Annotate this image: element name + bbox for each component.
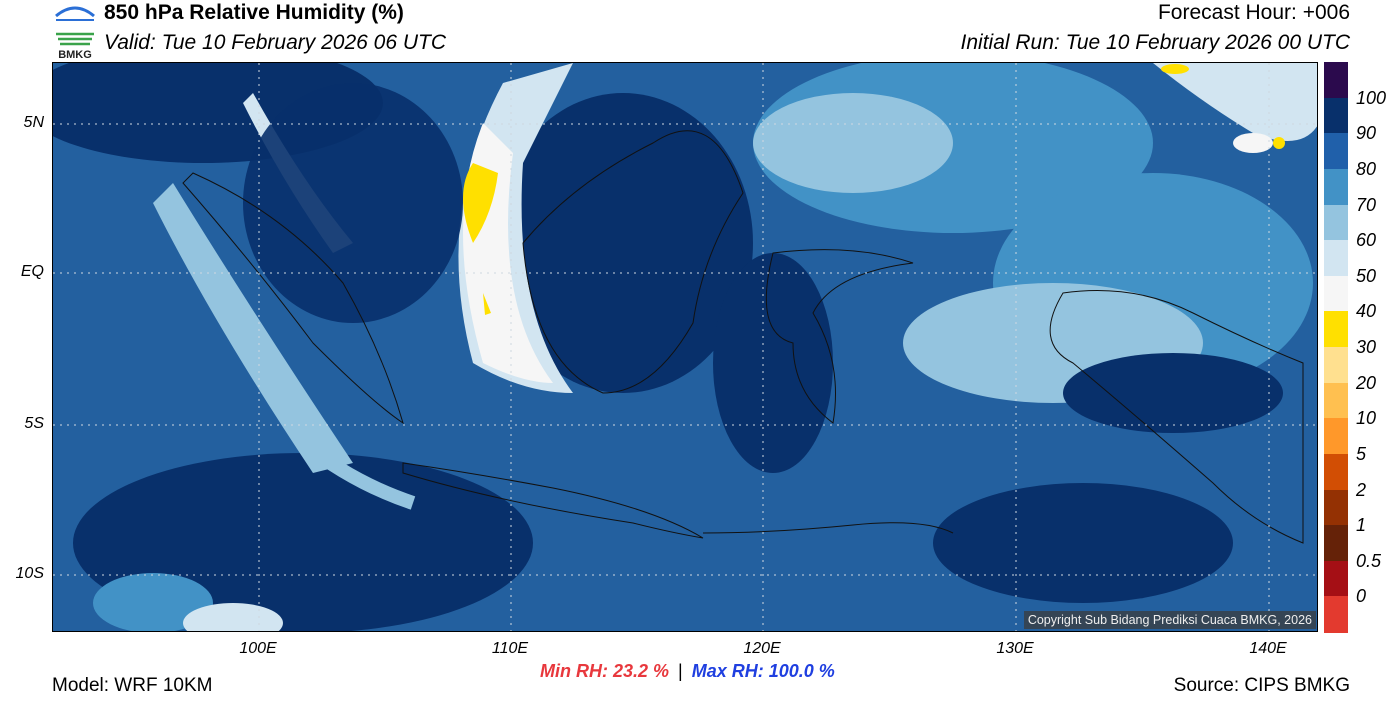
colorbar-bin: [1324, 62, 1348, 99]
lon-label: 140E: [1249, 640, 1287, 657]
colorbar-bin: [1324, 382, 1348, 419]
forecast-hour: Forecast Hour: +006: [1157, 1, 1350, 24]
colorbar-bin: [1324, 525, 1348, 562]
colorbar-bin: [1324, 418, 1348, 455]
colorbar-label: 50: [1356, 265, 1377, 286]
lat-label: 10S: [15, 565, 44, 582]
colorbar-label: 100: [1356, 87, 1387, 108]
colorbar-bin: [1324, 204, 1348, 241]
colorbar-bin: [1324, 97, 1348, 134]
colorbar-bin: [1324, 347, 1348, 384]
colorbar-bin: [1324, 168, 1348, 205]
colorbar-bin: [1324, 596, 1348, 633]
stats-separator: |: [678, 661, 683, 681]
colorbar-bin: [1324, 275, 1348, 312]
colorbar-label: 70: [1356, 194, 1377, 215]
lon-label: 130E: [996, 640, 1034, 657]
colorbar-label: 40: [1356, 301, 1377, 322]
colorbar-label: 5: [1356, 443, 1367, 464]
colorbar-label: 10: [1356, 408, 1377, 429]
lon-label: 120E: [743, 640, 781, 657]
colorbar-label: 2: [1356, 479, 1367, 500]
model-label: Model: WRF 10KM: [52, 675, 213, 696]
colorbar-label: 30: [1356, 337, 1377, 357]
coastlines: [182, 130, 1304, 544]
colorbar-label: 60: [1356, 230, 1377, 251]
lat-label: 5S: [24, 415, 44, 432]
bmkg-logo: BMKG: [52, 2, 98, 61]
map-title: 850 hPa Relative Humidity (%): [104, 1, 404, 24]
colorbar-bin: [1324, 453, 1348, 490]
lat-label: 5N: [23, 114, 44, 131]
min-rh: Min RH: 23.2 %: [540, 661, 670, 681]
colorbar: [1324, 62, 1348, 633]
svg-text:BMKG: BMKG: [58, 49, 92, 60]
initial-run: Initial Run: Tue 10 February 2026 00 UTC: [960, 31, 1350, 54]
colorbar-label: 0: [1356, 586, 1367, 607]
colorbar-bin: [1324, 560, 1348, 597]
source-label: Source: CIPS BMKG: [1173, 675, 1350, 696]
max-rh: Max RH: 100.0 %: [691, 661, 835, 681]
colorbar-bin: [1324, 311, 1348, 348]
gridlines: [53, 63, 1317, 631]
colorbar-bin: [1324, 489, 1348, 526]
lon-label: 100E: [239, 640, 277, 657]
colorbar-label: 0.5: [1356, 550, 1382, 571]
colorbar-label: 80: [1356, 158, 1377, 179]
humidity-map: [52, 62, 1318, 632]
colorbar-bin: [1324, 133, 1348, 170]
copyright-notice: Copyright Sub Bidang Prediksi Cuaca BMKG…: [1023, 611, 1316, 629]
valid-time: Valid: Tue 10 February 2026 06 UTC: [104, 31, 447, 54]
colorbar-label: 1: [1356, 515, 1367, 536]
lat-label: EQ: [20, 263, 44, 280]
colorbar-label: 90: [1356, 123, 1377, 144]
rh-stats: Min RH: 23.2 % | Max RH: 100.0 %: [540, 661, 835, 682]
lon-label: 110E: [491, 640, 529, 657]
colorbar-bin: [1324, 240, 1348, 277]
colorbar-label: 20: [1356, 372, 1377, 393]
rh-field: [53, 63, 1317, 631]
